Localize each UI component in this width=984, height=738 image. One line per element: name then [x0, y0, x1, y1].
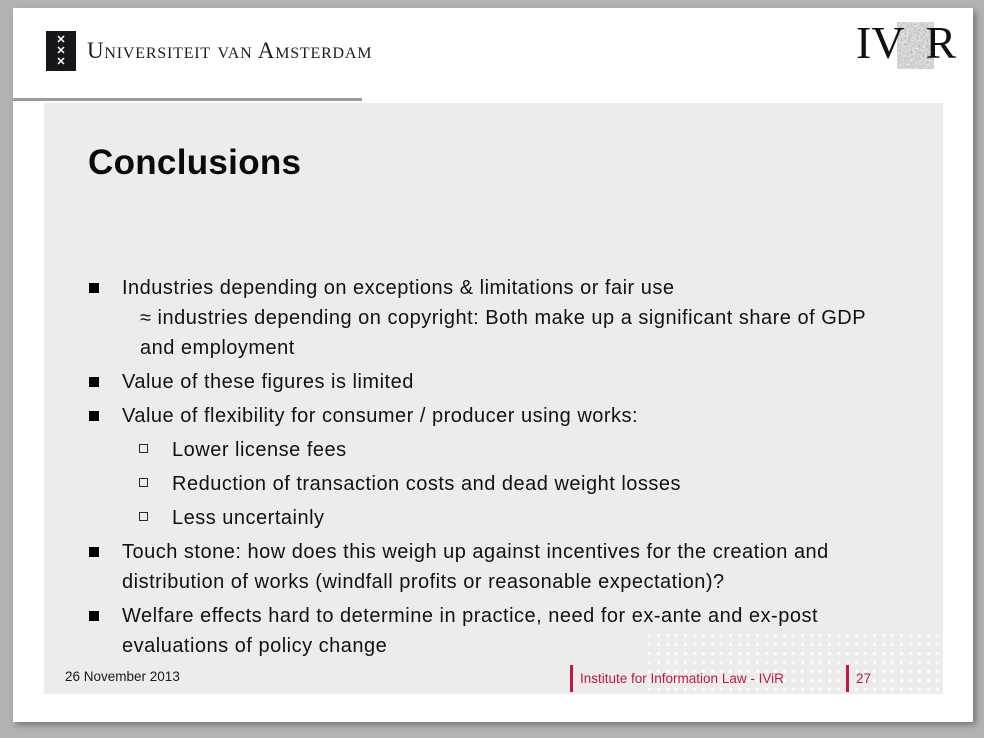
- footer-page-number: 27: [846, 665, 871, 692]
- hollow-square-bullet-icon: [139, 512, 148, 521]
- footer-institute: Institute for Information Law - IViR: [570, 665, 784, 692]
- footer-divider-bar: [570, 665, 573, 692]
- bullet-item: Value of flexibility for consumer / prod…: [44, 401, 866, 431]
- slide-content: Conclusions Industries depending on exce…: [44, 103, 943, 694]
- ivir-noise-image: [896, 22, 934, 69]
- ivir-logo: IV R: [856, 17, 957, 69]
- filled-square-bullet-icon: [89, 611, 99, 621]
- page-number-label: 27: [856, 671, 872, 686]
- bullet-text: Less uncertainly: [172, 507, 325, 529]
- hollow-square-bullet-icon: [139, 444, 148, 453]
- filled-square-bullet-icon: [89, 377, 99, 387]
- bullet-subtext: ≈ industries depending on copyright: Bot…: [140, 307, 866, 359]
- hollow-square-bullet-icon: [139, 478, 148, 487]
- bullet-list: Industries depending on exceptions & lim…: [44, 273, 866, 665]
- footer-divider-bar: [846, 665, 849, 692]
- sub-bullet-item: Lower license fees: [44, 435, 866, 465]
- bullet-text: Welfare effects hard to determine in pra…: [122, 605, 819, 657]
- header-divider: [13, 98, 362, 101]
- bullet-text: Lower license fees: [172, 439, 347, 461]
- uva-crest-icon: ✕ ✕ ✕: [46, 31, 76, 71]
- dots-pattern: [645, 631, 943, 694]
- bullet-text: Reduction of transaction costs and dead …: [172, 473, 682, 495]
- bullet-text: Touch stone: how does this weigh up agai…: [122, 541, 829, 593]
- uva-logo: ✕ ✕ ✕ Universiteit van Amsterdam: [46, 31, 372, 71]
- filled-square-bullet-icon: [89, 411, 99, 421]
- bullet-text: Value of flexibility for consumer / prod…: [122, 405, 639, 427]
- sub-bullet-item: Reduction of transaction costs and dead …: [44, 469, 866, 499]
- ivir-logo-text-left: IV: [856, 17, 905, 68]
- bullet-item: Industries depending on exceptions & lim…: [44, 273, 866, 363]
- sub-bullet-item: Less uncertainly: [44, 503, 866, 533]
- slide-page: ✕ ✕ ✕ Universiteit van Amsterdam IV R: [13, 8, 973, 722]
- slide-title: Conclusions: [88, 143, 302, 182]
- footer-date: 26 November 2013: [65, 669, 180, 684]
- bullet-item: Touch stone: how does this weigh up agai…: [44, 537, 866, 597]
- footer-institute-label: Institute for Information Law - IViR: [580, 671, 784, 686]
- bullet-item: Welfare effects hard to determine in pra…: [44, 601, 866, 661]
- bullet-text: Value of these figures is limited: [122, 371, 414, 393]
- uva-logo-text: Universiteit van Amsterdam: [87, 38, 373, 63]
- bullet-text: Industries depending on exceptions & lim…: [122, 277, 675, 299]
- bullet-item: Value of these figures is limited: [44, 367, 866, 397]
- filled-square-bullet-icon: [89, 283, 99, 293]
- ivir-logo-text-right: R: [925, 17, 957, 68]
- filled-square-bullet-icon: [89, 547, 99, 557]
